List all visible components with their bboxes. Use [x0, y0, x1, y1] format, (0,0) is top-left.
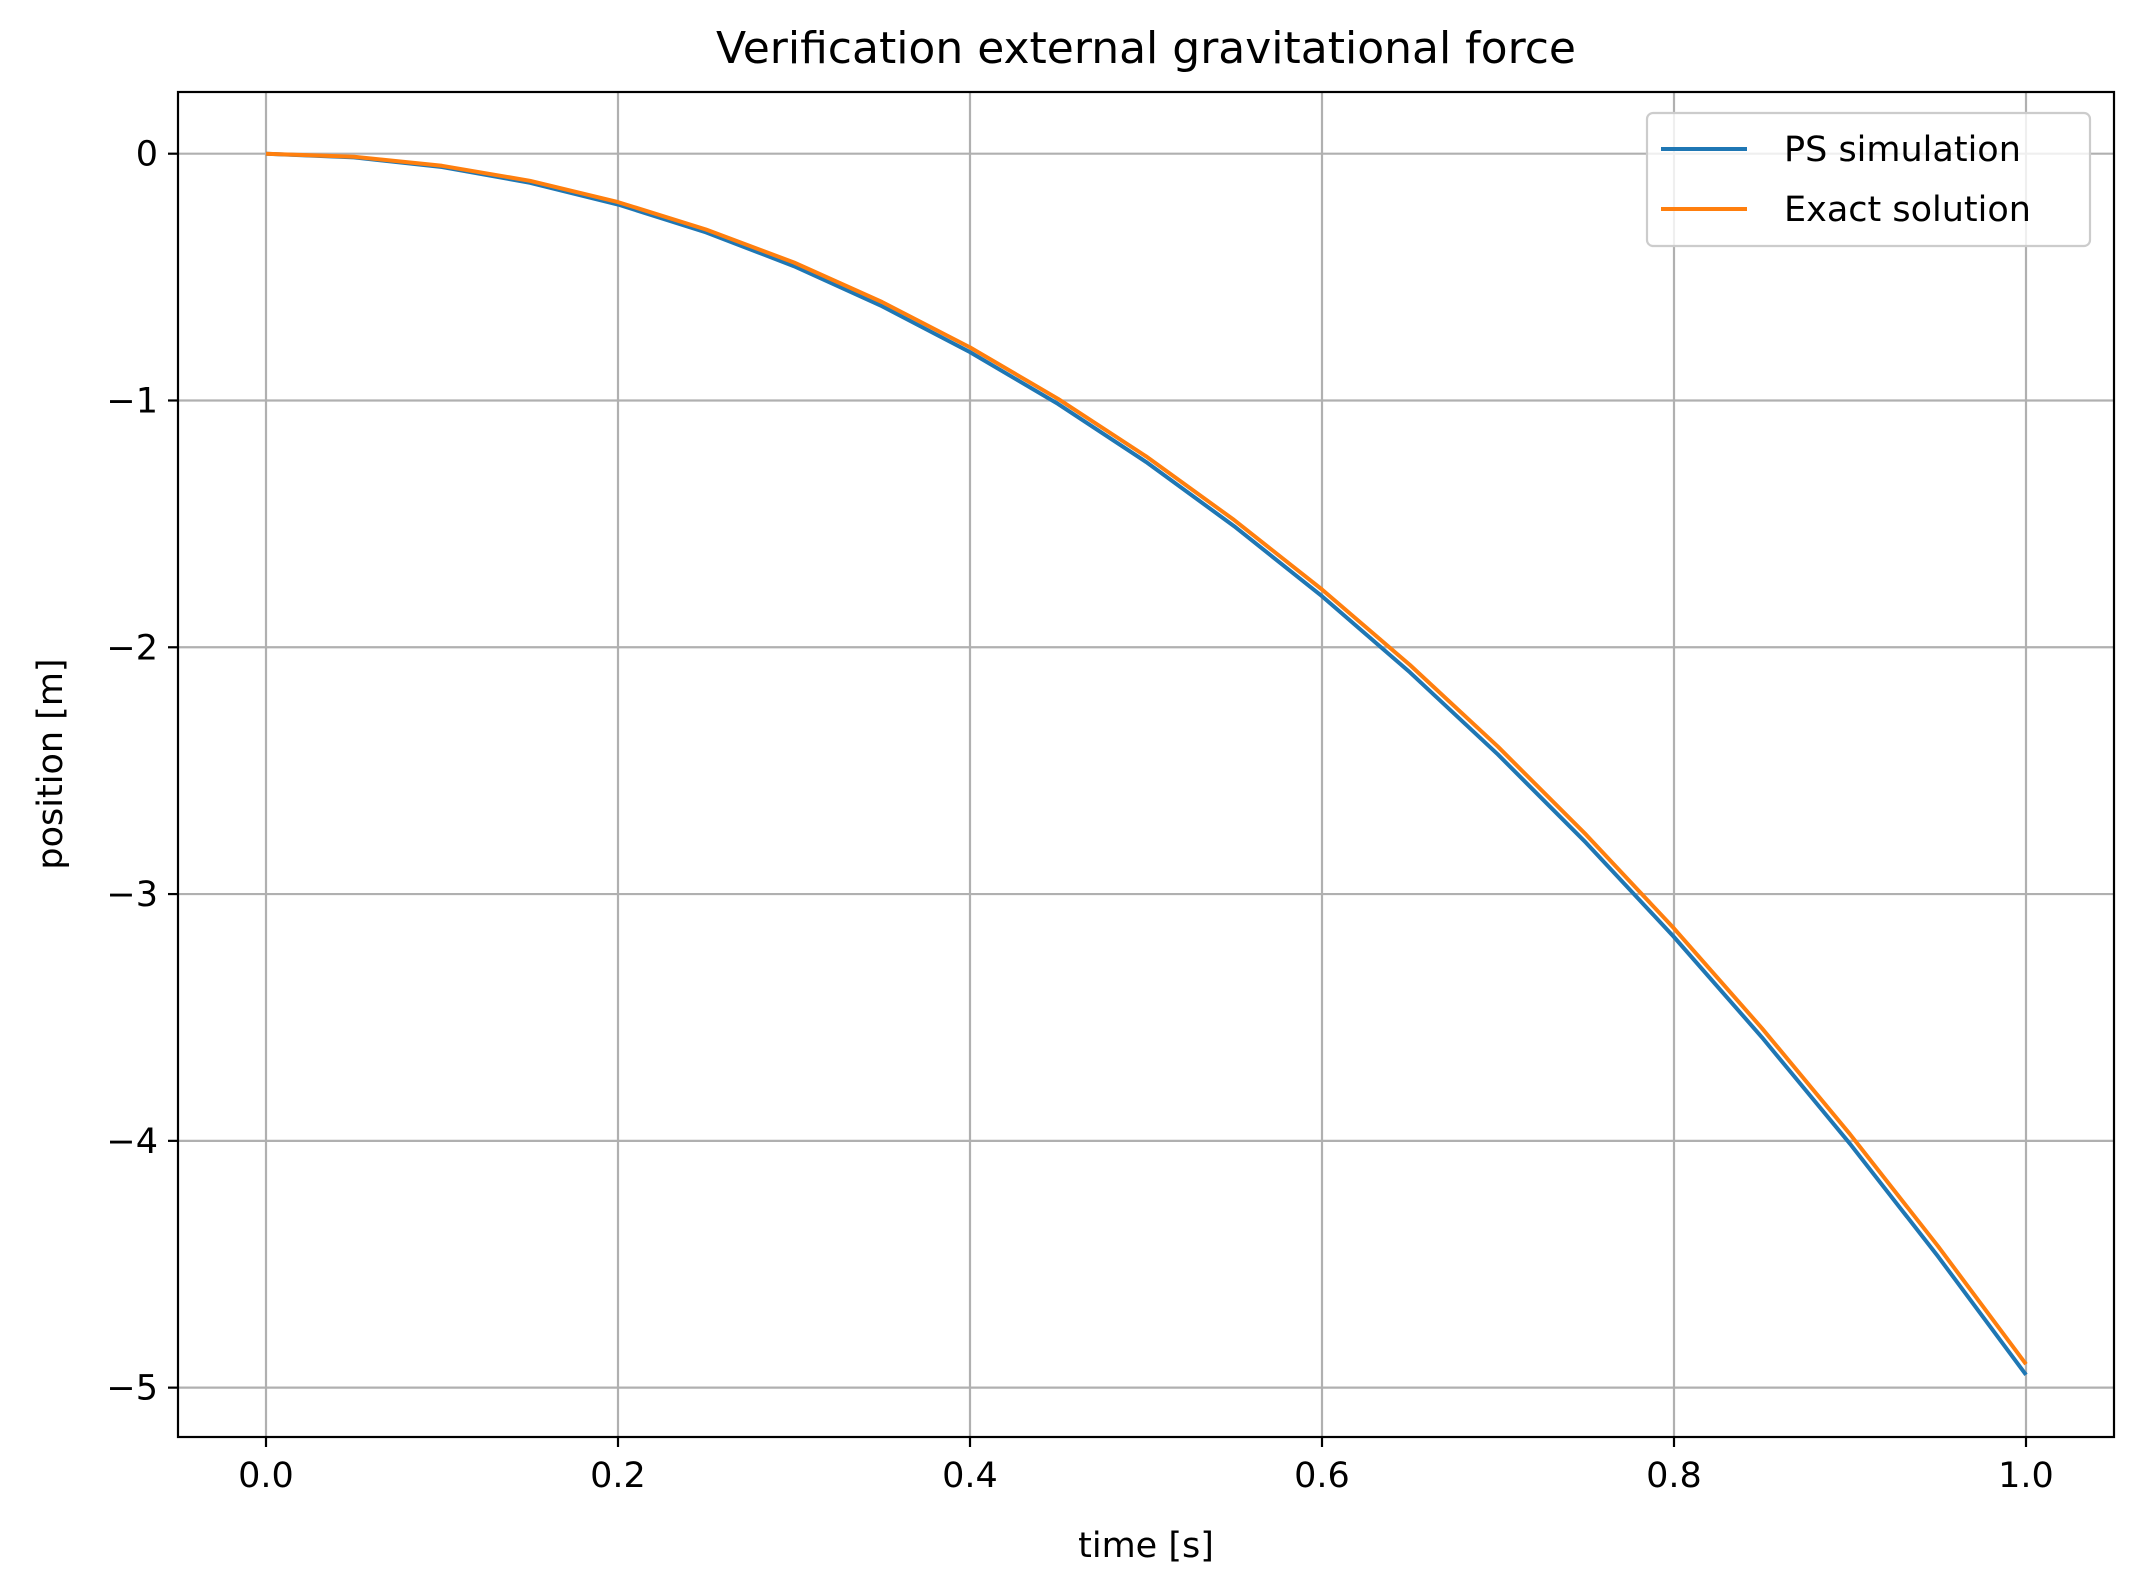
x-axis-label: time [s]	[1078, 1526, 1214, 1566]
y-tick-label: −5	[106, 1369, 158, 1409]
legend: PS simulation Exact solution	[1645, 111, 2092, 248]
y-axis-label: position [m]	[31, 658, 71, 869]
legend-box	[1645, 111, 2092, 248]
legend-label-ps-simulation: PS simulation	[1784, 130, 2021, 170]
x-tick-label: 0.4	[942, 1456, 998, 1496]
y-tick-label: −1	[106, 381, 158, 421]
x-tick-label: 0.0	[238, 1456, 294, 1496]
x-tick-label: 0.2	[590, 1456, 646, 1496]
axis-ticks: 0.0 0.2 0.4 0.6 0.8 1.0 0 −1 −2 −3 −4 −5	[106, 135, 2053, 1496]
y-tick-label: −3	[106, 875, 158, 915]
grid-lines	[178, 92, 2114, 1437]
x-tick-label: 0.8	[1646, 1456, 1702, 1496]
exact-solution-line	[265, 151, 2028, 1366]
y-tick-label: −2	[106, 628, 158, 668]
chart-title: Verification external gravitational forc…	[716, 23, 1576, 74]
x-tick-label: 1.0	[1998, 1456, 2054, 1496]
ps-simulation-line	[265, 151, 2028, 1376]
legend-label-exact-solution: Exact solution	[1784, 190, 2031, 230]
x-tick-label: 0.6	[1294, 1456, 1350, 1496]
plot-area-frame	[176, 90, 2116, 1439]
series-lines	[265, 151, 2028, 1376]
y-tick-label: 0	[136, 135, 158, 175]
y-tick-label: −4	[106, 1122, 158, 1162]
